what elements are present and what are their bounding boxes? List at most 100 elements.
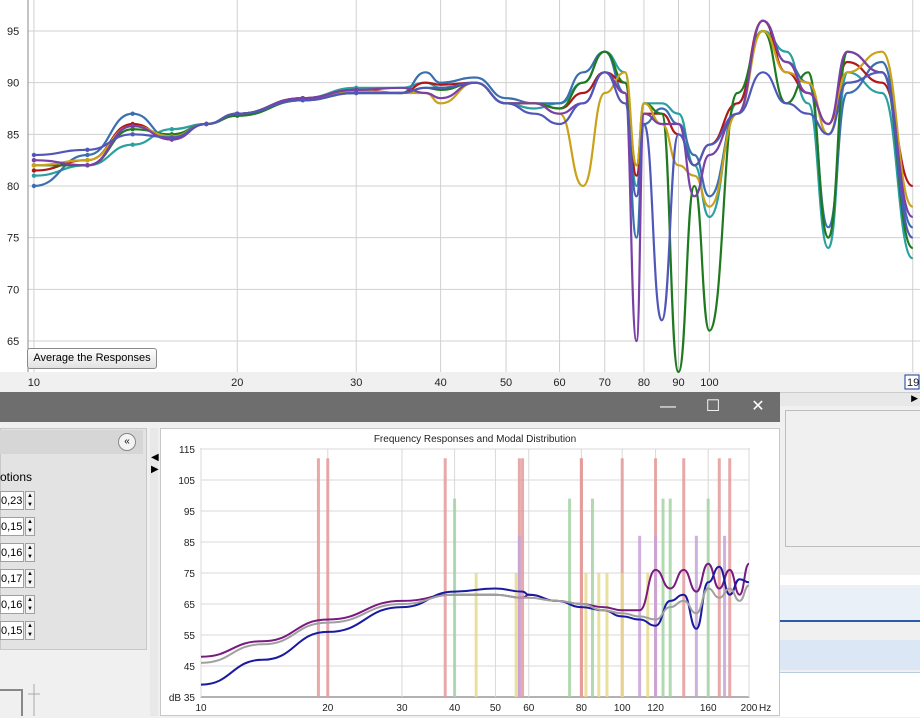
- x-tick-label: 80: [638, 377, 650, 389]
- x-tick-label: 10: [195, 703, 207, 714]
- mode-line: [694, 535, 698, 697]
- value-field-3[interactable]: 0,16: [0, 543, 24, 562]
- spinner-icon[interactable]: ▲ ▼: [25, 621, 35, 640]
- x-tick-label: 160: [700, 703, 717, 714]
- value-field-2[interactable]: 0,15: [0, 517, 24, 536]
- data-point: [31, 157, 37, 163]
- options-panel: [0, 428, 147, 650]
- mode-line: [521, 458, 525, 697]
- x-tick-label: 50: [490, 703, 502, 714]
- y-tick-label: 55: [184, 631, 196, 642]
- y-tick-label: 65: [7, 336, 19, 348]
- x-tick-label: 80: [576, 703, 588, 714]
- y-unit-label: dB 35: [169, 693, 196, 704]
- background-stripe: [780, 575, 920, 585]
- data-point: [31, 168, 37, 173]
- x-tick-label: 10: [28, 377, 40, 389]
- mode-line: [661, 498, 665, 697]
- mode-line: [605, 573, 609, 697]
- y-tick-label: 65: [184, 600, 196, 611]
- data-point: [169, 126, 175, 132]
- data-point: [300, 98, 305, 103]
- data-point: [31, 152, 37, 158]
- mode-line: [443, 458, 447, 697]
- x-tick-label: 70: [599, 377, 611, 389]
- splitter-right-icon[interactable]: ▶: [151, 464, 159, 475]
- window-title-bar[interactable]: [0, 392, 780, 422]
- mode-line: [579, 458, 583, 697]
- horizontal-scrollbar[interactable]: ▶: [780, 392, 920, 407]
- data-point: [130, 111, 135, 116]
- spinner-icon[interactable]: ▲ ▼: [25, 517, 35, 536]
- mode-line: [717, 458, 721, 697]
- value-field-1[interactable]: 0,23: [0, 491, 24, 510]
- y-tick-label: 105: [178, 476, 195, 487]
- mode-line: [620, 573, 624, 697]
- splitter[interactable]: [150, 428, 158, 716]
- y-tick-label: 70: [7, 284, 19, 296]
- y-tick-label: 95: [7, 26, 19, 38]
- mode-line: [590, 498, 594, 697]
- spinner-icon[interactable]: ▲ ▼: [25, 543, 35, 562]
- mode-line: [517, 535, 521, 697]
- y-tick-label: 85: [7, 129, 19, 141]
- mode-line: [728, 458, 732, 697]
- average-responses-button[interactable]: Average the Responses: [27, 348, 157, 369]
- x-tick-label: 100: [614, 703, 631, 714]
- x-tick-label: 90: [672, 377, 684, 389]
- data-point: [31, 163, 37, 168]
- frequency-response-chart: 95 90 85 80 75 70 65 10 20 30 40 50 60 70 80 90 100 19: [0, 0, 920, 392]
- scroll-right-icon[interactable]: ▶: [911, 393, 918, 403]
- x-tick-label: 30: [396, 703, 408, 714]
- data-point: [130, 132, 135, 137]
- x-tick-label: 100: [700, 377, 718, 389]
- spinner-icon[interactable]: ▲ ▼: [25, 491, 35, 510]
- value-field-5[interactable]: 0,16: [0, 595, 24, 614]
- mode-line: [474, 573, 478, 697]
- mode-line: [514, 573, 518, 697]
- response-series-3: [33, 19, 914, 188]
- value-field-4[interactable]: 0,17: [0, 569, 24, 588]
- x-tick-label: 50: [500, 377, 512, 389]
- mode-line: [597, 573, 601, 697]
- collapse-icon[interactable]: «: [118, 433, 136, 451]
- cursor-readout: 19: [907, 377, 919, 389]
- y-tick-label: 80: [7, 181, 19, 193]
- options-label: otions: [0, 470, 33, 484]
- mode-line: [584, 573, 588, 697]
- data-point: [31, 183, 37, 189]
- data-point: [235, 111, 240, 116]
- top-chart-plot: 95 90 85 80 75 70 65 10 20 30 40 50 60 70 80 90 100 19: [0, 0, 920, 392]
- background-tab-strip: [780, 588, 920, 622]
- background-content: [780, 672, 920, 717]
- data-point: [85, 152, 90, 158]
- y-tick-label: 95: [184, 507, 196, 518]
- splitter-left-icon[interactable]: ◀: [151, 452, 159, 463]
- data-point: [204, 121, 209, 127]
- x-tick-label: 20: [322, 703, 334, 714]
- background-header-band: [780, 640, 920, 670]
- spinner-icon[interactable]: ▲ ▼: [25, 595, 35, 614]
- mode-line: [453, 498, 457, 697]
- maximize-button[interactable]: ☐: [705, 398, 721, 415]
- mode-line: [326, 458, 330, 697]
- resize-corner-icon[interactable]: [0, 680, 40, 716]
- x-tick-label: 20: [231, 377, 243, 389]
- data-point: [130, 142, 135, 147]
- y-tick-label: 75: [184, 569, 196, 580]
- minimize-button[interactable]: —: [660, 398, 676, 415]
- y-tick-label: 45: [184, 662, 196, 673]
- spinner-icon[interactable]: ▲ ▼: [25, 569, 35, 588]
- chart-title: Frequency Responses and Modal Distributi…: [374, 434, 576, 445]
- close-button[interactable]: ✕: [751, 398, 765, 415]
- mode-line: [568, 498, 572, 697]
- x-tick-label: 40: [434, 377, 446, 389]
- data-point: [354, 87, 359, 93]
- mode-line: [723, 535, 727, 697]
- x-tick-label: 120: [647, 703, 664, 714]
- data-point: [85, 157, 90, 163]
- modal-response-series-3: [200, 584, 750, 664]
- modal-response-series-1: [200, 562, 750, 658]
- data-point: [85, 163, 90, 168]
- value-field-6[interactable]: 0,15: [0, 621, 24, 640]
